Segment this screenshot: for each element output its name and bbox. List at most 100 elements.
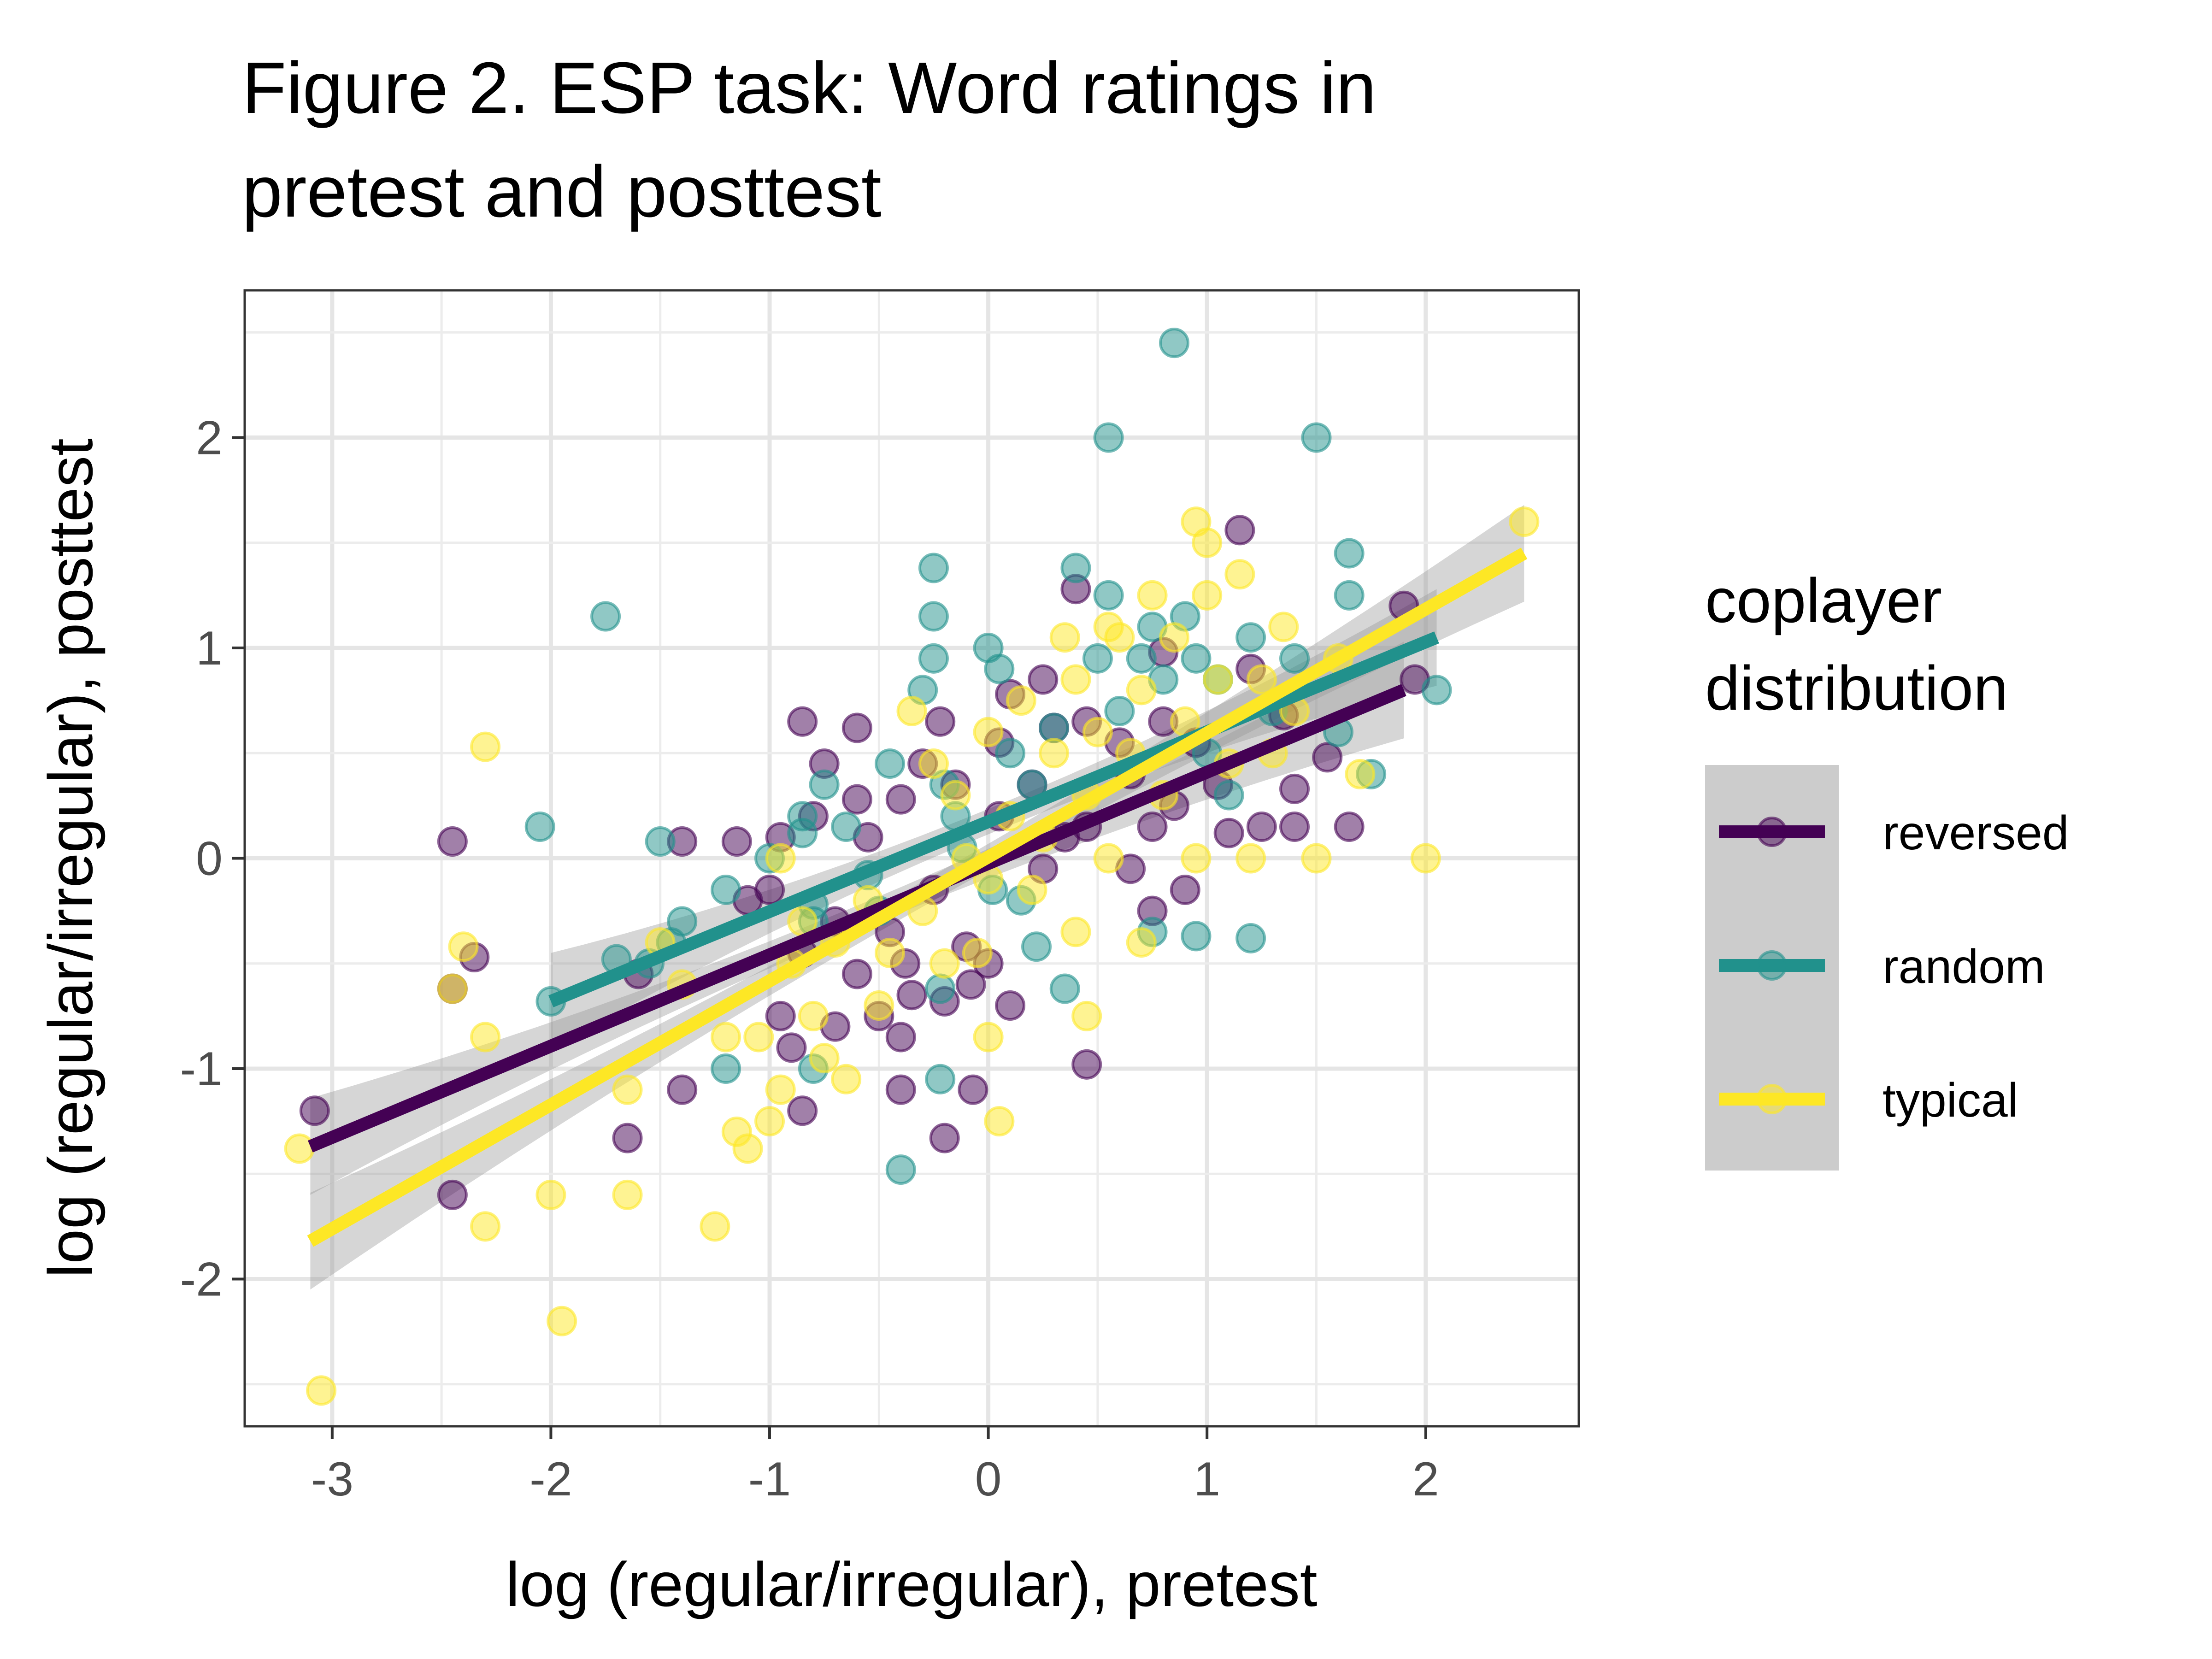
point-reversed bbox=[437, 826, 468, 857]
y-tick-label: -1 bbox=[180, 1042, 223, 1096]
point-typical bbox=[1224, 559, 1255, 590]
point-random bbox=[1049, 973, 1080, 1004]
point-random bbox=[918, 643, 949, 674]
point-typical bbox=[1049, 622, 1080, 653]
point-typical bbox=[1509, 506, 1540, 537]
title-line-1: Figure 2. ESP task: Word ratings in bbox=[242, 47, 1377, 129]
point-typical bbox=[1301, 843, 1332, 874]
point-reversed bbox=[776, 1032, 807, 1063]
point-random bbox=[995, 738, 1026, 769]
point-typical bbox=[1181, 843, 1212, 874]
y-axis: -2 -1 0 1 2 bbox=[180, 412, 245, 1306]
x-tick-label: -2 bbox=[529, 1453, 572, 1506]
point-typical bbox=[765, 1074, 796, 1105]
legend-point-typical bbox=[1757, 1084, 1787, 1114]
point-random bbox=[1235, 923, 1266, 953]
point-random bbox=[1235, 622, 1266, 653]
fit-line-reversed bbox=[307, 684, 1406, 1153]
y-tick-label: 2 bbox=[196, 412, 223, 465]
point-typical bbox=[765, 843, 796, 874]
point-typical bbox=[711, 1022, 741, 1053]
point-reversed bbox=[1246, 812, 1277, 842]
point-typical bbox=[448, 931, 479, 962]
point-typical bbox=[1235, 843, 1266, 874]
point-random bbox=[1181, 643, 1212, 674]
legend: coplayer distribution reversed random typi… bbox=[1705, 565, 2069, 1171]
point-reversed bbox=[299, 1095, 330, 1126]
point-random bbox=[875, 748, 906, 779]
point-reversed bbox=[958, 1074, 988, 1105]
point-random bbox=[645, 826, 676, 857]
point-typical bbox=[1137, 580, 1168, 611]
point-reversed bbox=[885, 1074, 916, 1105]
y-axis-title: log (regular/irregular), posttest bbox=[35, 438, 106, 1278]
point-reversed bbox=[841, 784, 872, 815]
point-typical bbox=[918, 748, 949, 779]
point-reversed bbox=[612, 1123, 643, 1153]
point-reversed bbox=[437, 1179, 468, 1210]
point-random bbox=[711, 1053, 741, 1084]
point-typical bbox=[1006, 685, 1036, 716]
point-random bbox=[918, 553, 949, 583]
point-random bbox=[1334, 538, 1365, 569]
point-typical bbox=[1268, 612, 1299, 642]
point-reversed bbox=[1224, 515, 1255, 546]
point-random bbox=[831, 812, 862, 842]
point-random bbox=[1060, 553, 1091, 583]
point-typical bbox=[1159, 622, 1190, 653]
point-typical bbox=[700, 1211, 730, 1242]
point-reversed bbox=[765, 1000, 796, 1031]
point-typical bbox=[962, 937, 993, 968]
point-typical bbox=[732, 1133, 763, 1164]
point-reversed bbox=[1071, 1049, 1102, 1080]
point-typical bbox=[809, 1043, 840, 1074]
point-typical bbox=[1060, 917, 1091, 947]
point-typical bbox=[306, 1375, 337, 1406]
point-random bbox=[787, 818, 818, 848]
chart-title: Figure 2. ESP task: Word ratings in pret… bbox=[242, 47, 1377, 232]
point-typical bbox=[1093, 843, 1124, 874]
point-typical bbox=[1017, 874, 1047, 905]
point-random bbox=[1181, 921, 1212, 952]
point-typical bbox=[798, 1000, 829, 1031]
y-tick-label: -2 bbox=[180, 1253, 223, 1306]
point-typical bbox=[437, 973, 468, 1004]
legend-label-reversed: reversed bbox=[1883, 806, 2069, 860]
point-typical bbox=[612, 1074, 643, 1105]
point-reversed bbox=[841, 959, 872, 989]
point-random bbox=[1213, 780, 1244, 811]
x-tick-label: -1 bbox=[748, 1453, 791, 1506]
point-reversed bbox=[1279, 812, 1310, 842]
x-tick-label: 0 bbox=[975, 1453, 1002, 1506]
point-reversed bbox=[929, 1123, 960, 1153]
point-typical bbox=[984, 1106, 1015, 1137]
point-typical bbox=[973, 1022, 1004, 1053]
point-typical bbox=[1202, 664, 1233, 695]
point-random bbox=[590, 601, 621, 632]
y-tick-label: 1 bbox=[196, 622, 223, 675]
point-random bbox=[667, 906, 698, 937]
point-typical bbox=[1246, 664, 1277, 695]
point-reversed bbox=[721, 826, 752, 857]
point-typical bbox=[875, 937, 906, 968]
x-axis-title: log (regular/irregular), pretest bbox=[506, 1549, 1317, 1619]
point-random bbox=[1279, 643, 1310, 674]
point-random bbox=[1038, 712, 1069, 743]
legend-point-random bbox=[1757, 950, 1787, 981]
point-random bbox=[1421, 675, 1452, 706]
point-random bbox=[925, 973, 956, 1004]
point-typical bbox=[470, 731, 501, 762]
point-random bbox=[1126, 643, 1157, 674]
point-reversed bbox=[1279, 773, 1310, 804]
point-reversed bbox=[787, 706, 818, 737]
point-typical bbox=[1126, 927, 1157, 958]
point-typical bbox=[864, 990, 894, 1021]
point-typical bbox=[896, 695, 927, 726]
title-line-2: pretest and posttest bbox=[242, 151, 882, 232]
point-random bbox=[1159, 328, 1190, 359]
point-typical bbox=[1126, 675, 1157, 706]
point-reversed bbox=[1213, 818, 1244, 848]
point-reversed bbox=[1137, 812, 1168, 842]
point-random bbox=[1093, 580, 1124, 611]
point-typical bbox=[1104, 622, 1135, 653]
